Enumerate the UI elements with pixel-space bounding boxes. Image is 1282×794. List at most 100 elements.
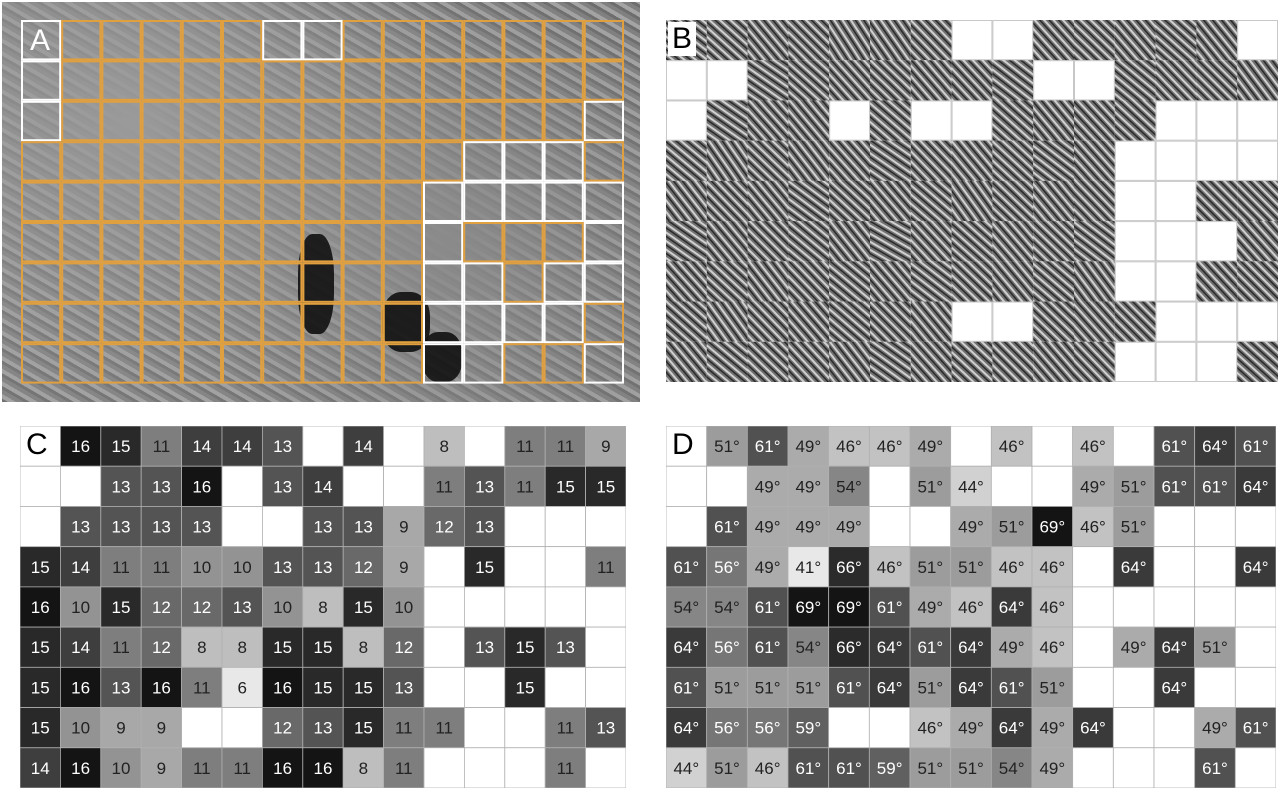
value-cell — [1153, 546, 1196, 588]
cell-value: 64° — [877, 638, 903, 657]
value-cell — [1153, 626, 1196, 668]
grid-cell-outline — [503, 20, 544, 61]
value-cell — [585, 666, 626, 708]
cell-value: 8 — [439, 437, 448, 456]
empty-tile — [1114, 180, 1156, 222]
value-cell — [423, 546, 465, 588]
value-cell — [950, 626, 992, 668]
value-cell — [383, 707, 425, 749]
value-cell — [181, 626, 223, 668]
cell-value: 64° — [999, 719, 1025, 738]
value-cell — [20, 666, 61, 708]
value-cell — [20, 465, 61, 507]
value-cell — [1072, 707, 1114, 749]
value-cell — [990, 506, 1033, 548]
cell-value: 16 — [71, 759, 90, 778]
value-cell — [990, 666, 1033, 708]
cell-value: 61° — [755, 437, 781, 456]
cell-value: 51° — [714, 759, 740, 778]
grid-cell-outline — [21, 20, 62, 61]
texture-tile — [788, 180, 830, 222]
cell-value: 11 — [153, 558, 171, 577]
texture-tile — [1196, 60, 1238, 101]
grid-cell-outline — [141, 20, 182, 61]
texture-tile — [747, 341, 789, 382]
texture-tile — [951, 60, 993, 101]
panel-a-grid — [21, 20, 624, 384]
value-cell — [706, 426, 748, 467]
cell-value: 16 — [192, 477, 211, 496]
grid-cell-outline — [101, 181, 142, 223]
texture-tile — [870, 20, 911, 61]
grid-cell-outline — [101, 343, 142, 384]
cell-value: 64° — [958, 678, 984, 697]
value-cell — [423, 465, 465, 507]
value-cell — [585, 586, 626, 628]
grid-cell-outline — [222, 141, 263, 182]
texture-tile — [1074, 261, 1115, 302]
cell-value: 12 — [394, 638, 413, 657]
value-cell — [463, 666, 506, 708]
cell-value: 12 — [192, 598, 211, 617]
texture-tile — [747, 20, 789, 61]
texture-tile — [788, 20, 830, 61]
cell-value: 69° — [795, 598, 821, 617]
texture-tile — [951, 140, 993, 181]
cell-value: 15 — [314, 678, 333, 697]
grid-cell-outline — [262, 222, 303, 263]
value-cell — [181, 465, 223, 507]
value-cell — [221, 626, 263, 668]
value-cell — [1072, 747, 1114, 788]
cell-value: 11 — [557, 437, 575, 456]
value-cell — [261, 546, 304, 588]
value-cell — [990, 707, 1033, 749]
texture-tile — [870, 301, 911, 342]
value-cell — [1031, 626, 1074, 668]
cell-value: 61° — [795, 759, 821, 778]
value-cell — [950, 747, 992, 788]
value-cell — [585, 626, 626, 668]
empty-tile — [1237, 100, 1278, 141]
cell-value: 49° — [1039, 719, 1065, 738]
texture-tile — [951, 261, 993, 302]
cell-value: 49° — [755, 477, 781, 496]
value-cell — [1234, 747, 1276, 788]
cell-value: 16 — [31, 598, 50, 617]
grid-cell-outline — [543, 343, 584, 384]
cell-value: 46° — [999, 437, 1025, 456]
value-cell — [221, 546, 263, 588]
value-cell — [666, 626, 708, 668]
empty-tile — [1155, 341, 1197, 382]
cell-value: 10 — [273, 598, 292, 617]
texture-tile — [829, 261, 870, 302]
cell-value: 49° — [795, 477, 821, 496]
cell-value: 56° — [714, 719, 740, 738]
value-cell — [140, 506, 182, 548]
cell-value: 16 — [273, 759, 292, 778]
cell-value: 15 — [112, 598, 131, 617]
value-cell — [950, 465, 992, 507]
texture-tile — [870, 180, 911, 222]
texture-tile — [1114, 60, 1156, 101]
cell-value: 10 — [71, 598, 90, 617]
grid-cell-outline — [583, 343, 624, 384]
value-cell — [585, 747, 626, 788]
value-cell — [1153, 747, 1196, 788]
value-cell — [140, 707, 182, 749]
panel-a-surface-image: A — [2, 2, 640, 402]
texture-tile — [870, 261, 911, 302]
value-cell — [1194, 546, 1236, 588]
grid-cell-outline — [503, 181, 544, 223]
terrain-shadow — [422, 332, 462, 382]
empty-tile — [666, 100, 707, 141]
cell-value: 61° — [673, 678, 699, 697]
value-cell — [1072, 546, 1114, 588]
value-cell — [140, 666, 182, 708]
cell-value: 9 — [157, 759, 166, 778]
value-cell — [787, 666, 830, 708]
value-cell — [585, 546, 626, 588]
grid-cell-outline — [141, 181, 182, 223]
value-cell — [423, 626, 465, 668]
value-cell — [423, 666, 465, 708]
grid-cell-outline — [382, 60, 423, 101]
